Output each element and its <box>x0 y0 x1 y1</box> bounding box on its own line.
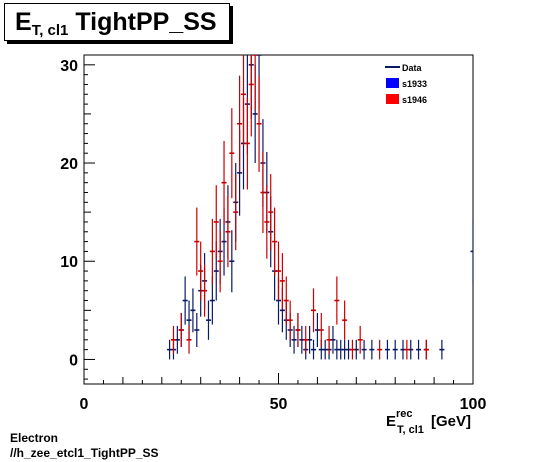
data-point <box>423 339 429 360</box>
data-point <box>392 339 398 360</box>
x-tick-label: 100 <box>460 396 487 413</box>
data-point <box>295 312 301 347</box>
data-point <box>205 300 211 340</box>
x-axis-label: Erec T, cl1 [GeV] <box>386 408 471 436</box>
footer-path: //h_zee_etcl1_TightPP_SS <box>10 446 159 460</box>
data-point <box>349 339 355 360</box>
data-point <box>217 230 223 293</box>
data-point <box>194 207 200 276</box>
legend-box-marker <box>386 78 399 88</box>
data-point <box>202 264 208 317</box>
data-point <box>369 339 375 360</box>
data-point <box>194 312 200 347</box>
data-point <box>361 339 367 360</box>
data-point <box>272 207 278 276</box>
data-point <box>326 325 332 354</box>
data-point <box>182 276 188 325</box>
data-point <box>244 97 250 190</box>
data-point <box>303 325 309 354</box>
data-point <box>287 300 293 340</box>
data-point <box>268 174 274 251</box>
data-point <box>178 312 184 347</box>
data-point <box>229 230 235 293</box>
x-tick-label: 0 <box>80 396 89 413</box>
data-point <box>357 325 363 354</box>
data-point <box>225 196 231 268</box>
y-tick-label: 0 <box>69 352 78 369</box>
data-point <box>264 185 270 259</box>
data-point <box>377 339 383 360</box>
data-point <box>439 339 445 360</box>
data-point <box>229 108 235 199</box>
data-point <box>311 339 317 360</box>
data-point <box>237 75 243 172</box>
legend-label: Data <box>402 63 423 73</box>
data-point <box>311 288 317 333</box>
data-point <box>209 218 215 284</box>
y-tick-label: 30 <box>60 58 78 75</box>
data-point <box>470 218 473 284</box>
data-point <box>240 55 246 146</box>
data-point <box>256 75 262 172</box>
chart-title: ET, cl1 TightPP_SS <box>15 8 217 39</box>
data-point <box>248 55 254 137</box>
data-point <box>342 300 348 340</box>
data-point <box>233 174 239 251</box>
y-tick-label: 20 <box>60 156 78 173</box>
data-point <box>221 141 227 225</box>
data-point <box>404 339 410 360</box>
data-point <box>186 325 192 354</box>
data-point <box>260 151 266 233</box>
y-tick-label: 10 <box>60 254 78 271</box>
legend-label: s1946 <box>402 95 427 105</box>
data-point <box>170 325 176 354</box>
data-point <box>252 55 258 110</box>
data-point <box>190 288 196 333</box>
data-point <box>279 253 285 309</box>
data-point <box>276 241 281 301</box>
data-point <box>416 339 422 360</box>
legend-box-marker <box>386 94 399 104</box>
x-tick-label: 50 <box>270 396 288 413</box>
data-point <box>334 276 340 325</box>
data-point <box>283 276 289 325</box>
data-point <box>291 325 297 354</box>
data-point <box>213 185 219 259</box>
data-point <box>209 276 215 325</box>
legend-label: s1933 <box>402 79 427 89</box>
footer-label: Electron <box>10 431 59 445</box>
data-point <box>384 339 390 360</box>
title-box: ET, cl1 TightPP_SS <box>4 3 230 41</box>
data-point <box>318 312 324 347</box>
data-point <box>198 241 204 301</box>
